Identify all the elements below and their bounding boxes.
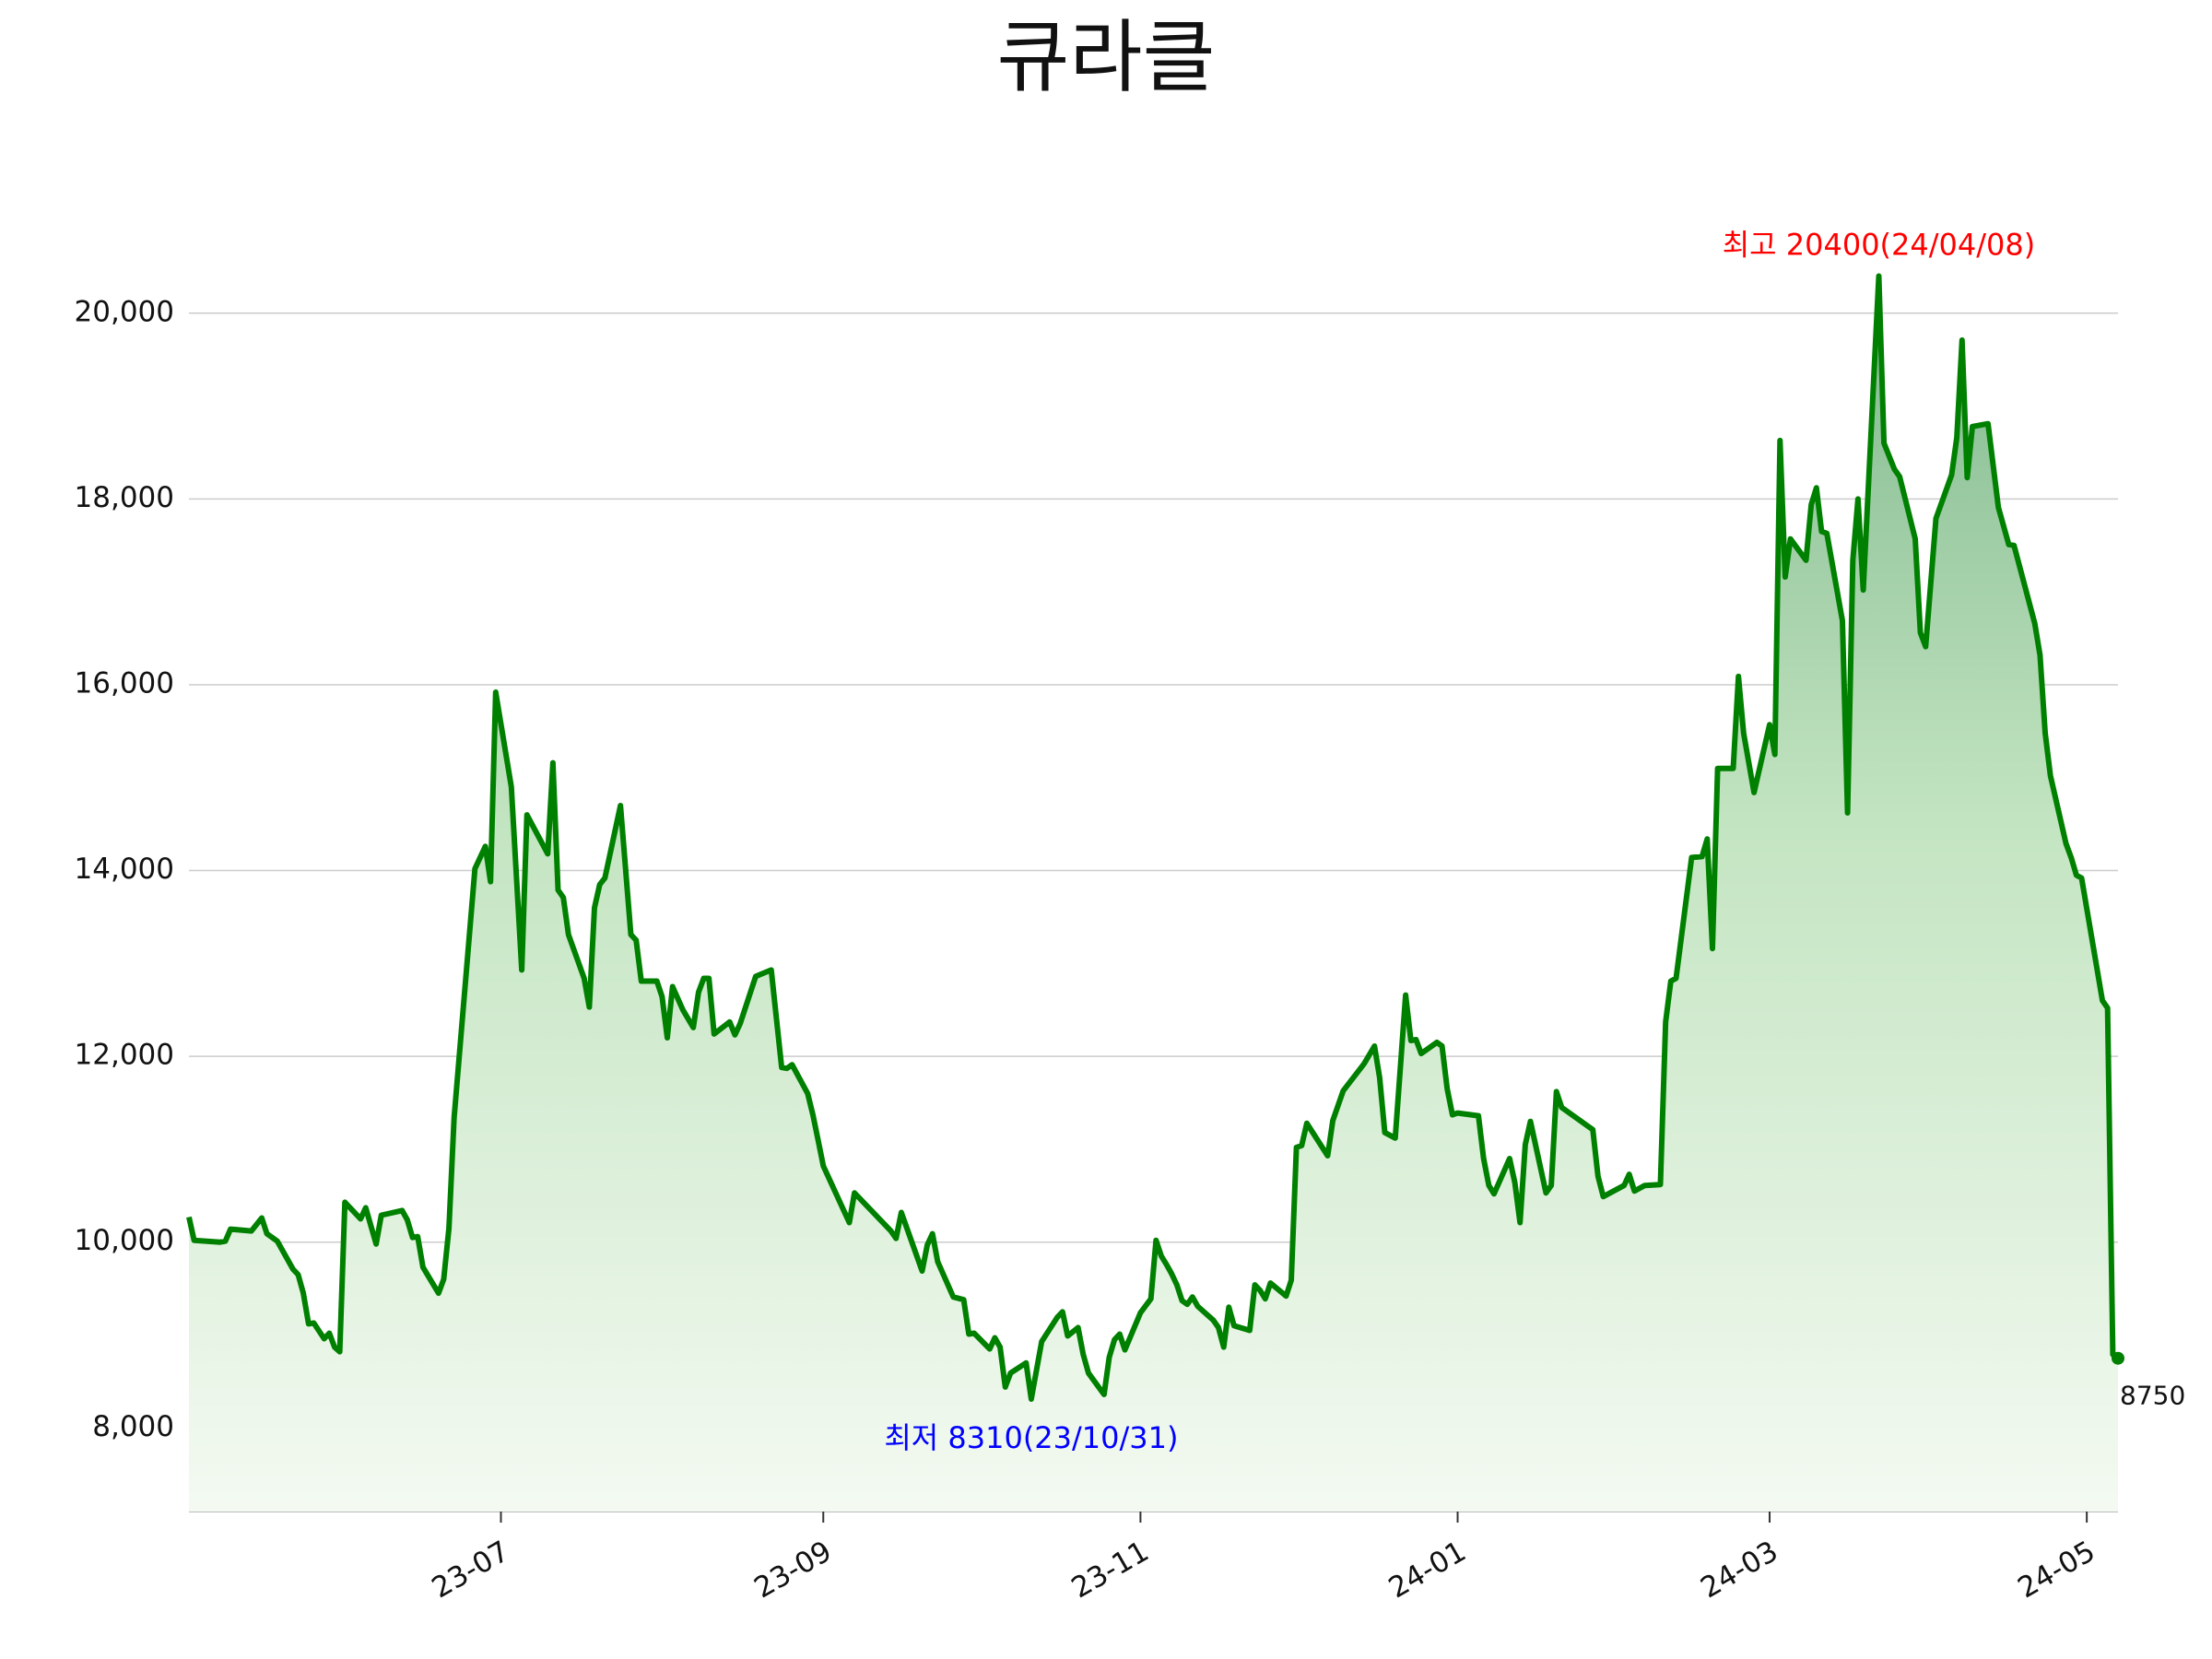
chart-title: 큐라클 [996, 11, 1215, 103]
x-tick-label: 23-09 [748, 1535, 837, 1605]
y-tick-label: 10,000 [75, 1224, 174, 1257]
x-tick-label: 24-01 [1383, 1535, 1472, 1605]
x-tick-label: 23-07 [427, 1535, 515, 1605]
last-value-label: 8750 [2120, 1381, 2185, 1411]
area [189, 276, 2118, 1512]
line [186, 273, 2120, 1402]
x-tick-label: 24-03 [1695, 1535, 1783, 1605]
y-tick-label: 8,000 [92, 1410, 174, 1443]
last-point [2112, 1351, 2124, 1365]
min-annotation: 최저 8310(23/10/31) [884, 1420, 1178, 1455]
max-annotation: 최고 20400(24/04/08) [1723, 227, 2036, 262]
x-tick-label: 23-11 [1066, 1535, 1155, 1605]
y-tick-label: 20,000 [75, 295, 174, 328]
x-tick-label: 24-05 [2012, 1535, 2100, 1605]
y-tick-label: 18,000 [75, 481, 174, 514]
y-tick-label: 12,000 [75, 1039, 174, 1072]
y-tick-label: 16,000 [75, 666, 174, 700]
y-tick-label: 14,000 [75, 853, 174, 886]
